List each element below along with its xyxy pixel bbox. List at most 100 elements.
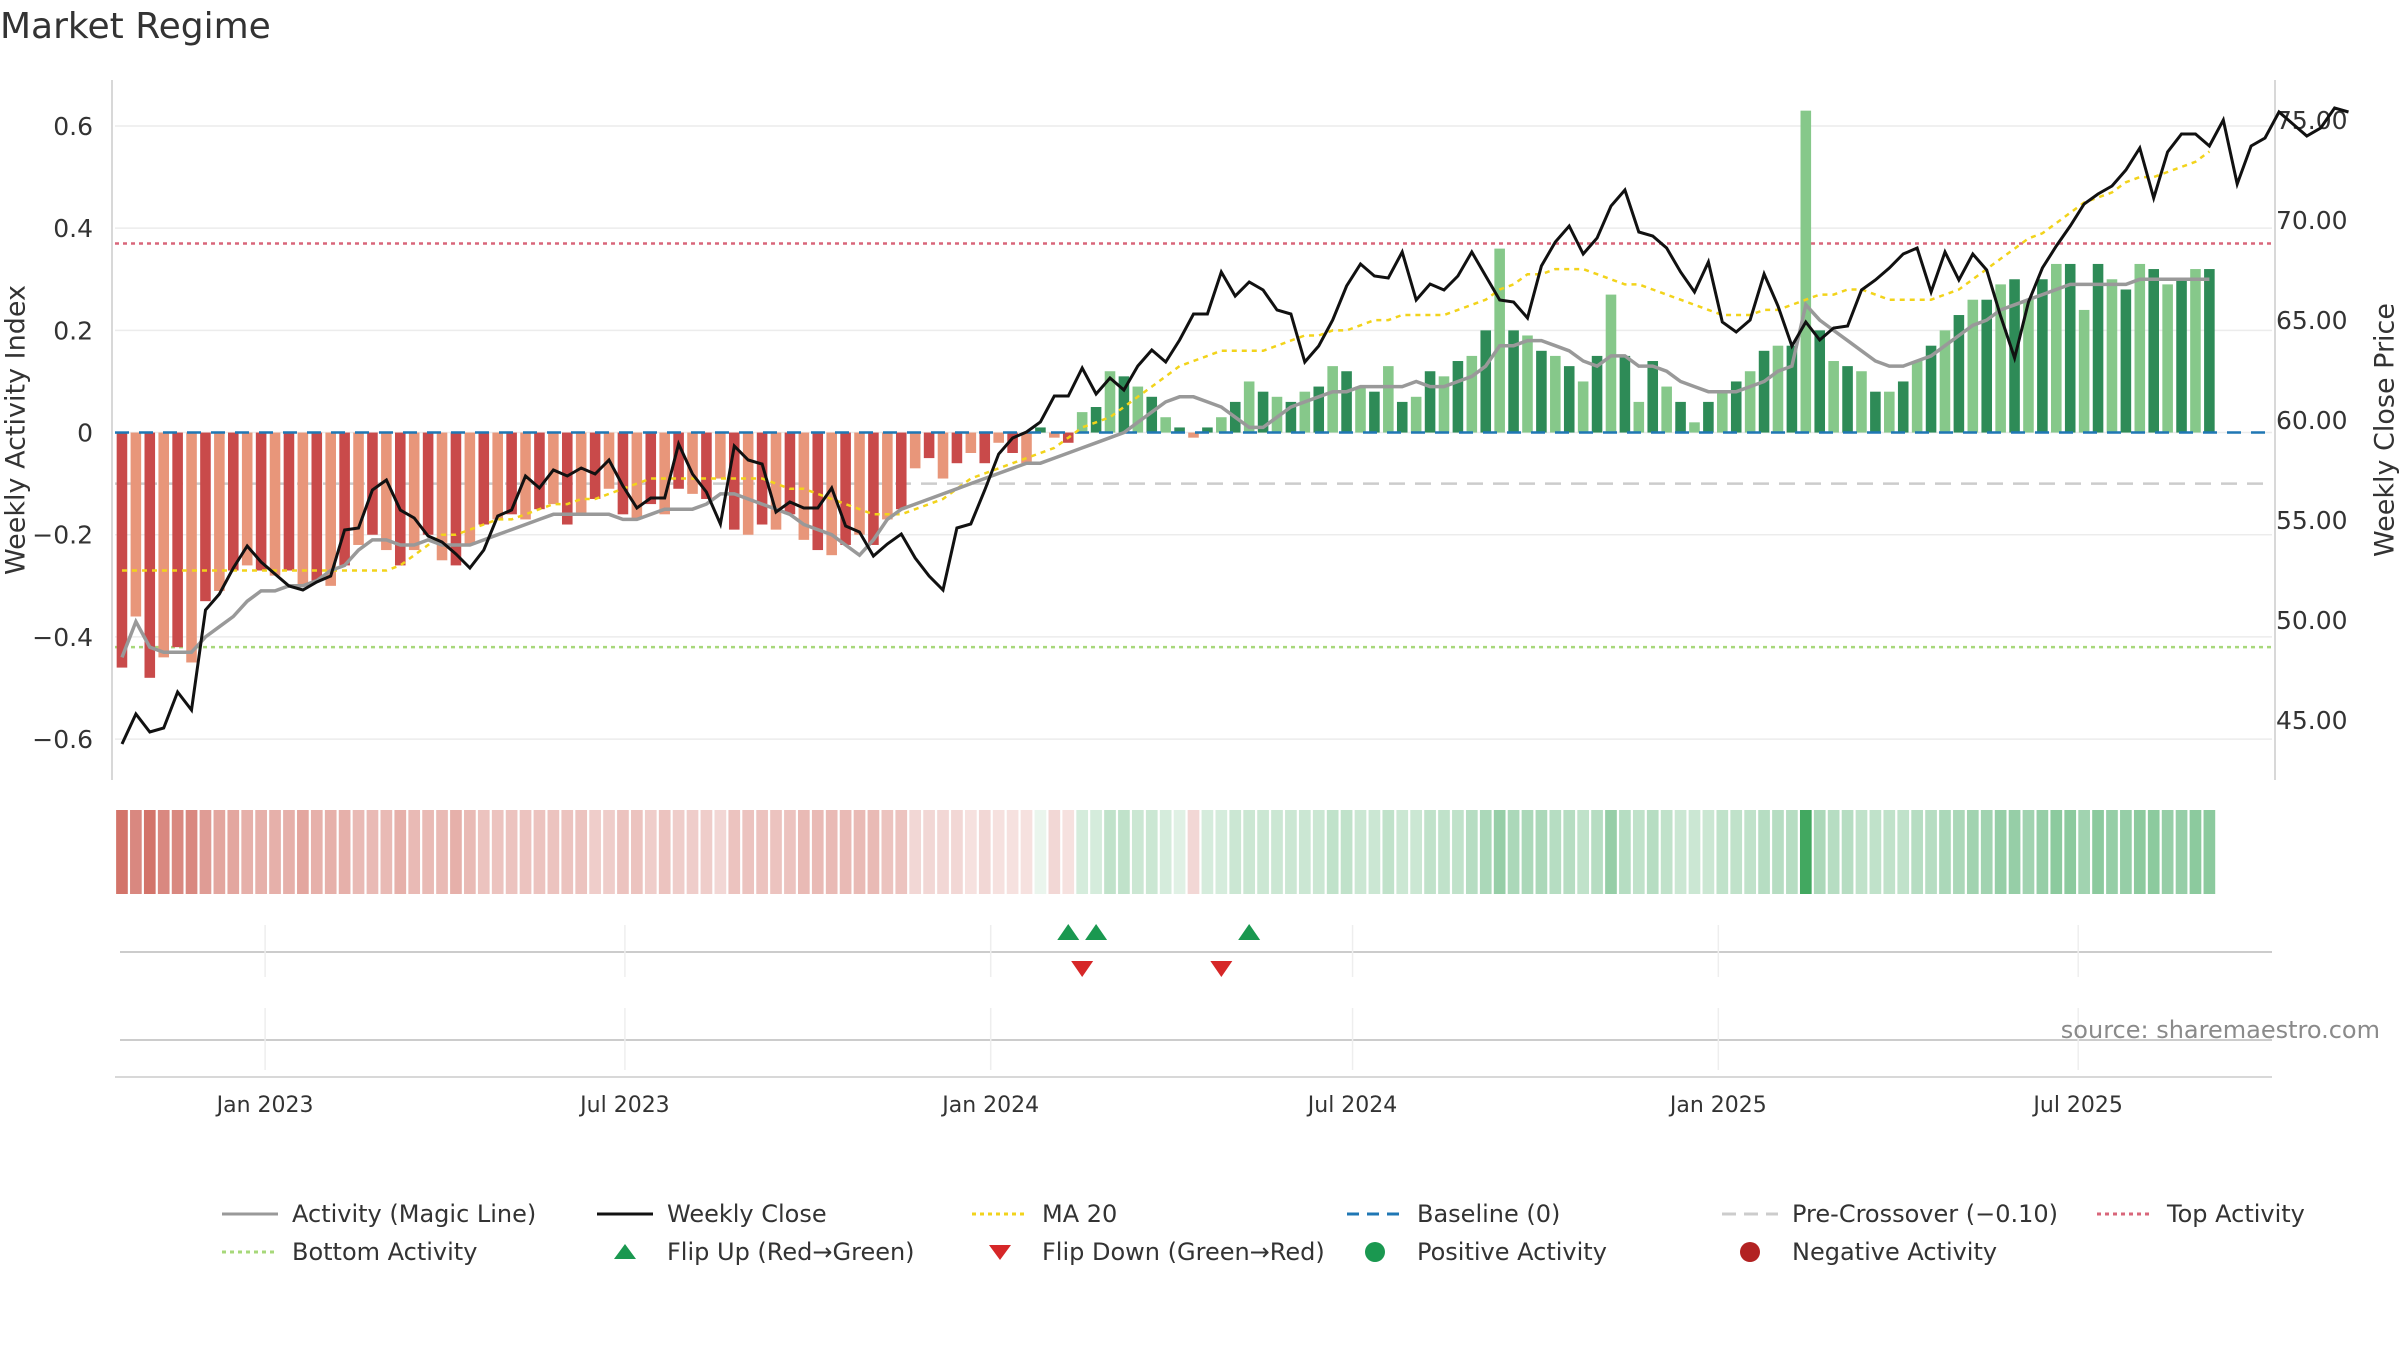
activity-bar — [1146, 396, 1158, 433]
regime-strip-cell — [1048, 810, 1061, 894]
regime-strip-cell — [631, 810, 643, 894]
regime-strip-cell — [1104, 810, 1116, 894]
activity-bar — [1243, 381, 1255, 433]
y-right-tick-label: 60.00 — [2276, 406, 2348, 435]
activity-bar — [1939, 330, 1951, 433]
activity-bar — [631, 432, 643, 520]
activity-bar — [1717, 391, 1728, 433]
regime-strip-cell — [380, 810, 393, 894]
activity-bar — [353, 432, 364, 545]
activity-bar — [1884, 391, 1895, 433]
regime-strip-cell — [491, 810, 504, 894]
regime-strip-cell — [1841, 810, 1854, 894]
regime-strip-cell — [213, 810, 226, 894]
y-left-tick-label: 0.6 — [53, 112, 93, 141]
flip-up-marker — [1238, 924, 1261, 940]
regime-strip-cell — [978, 810, 991, 894]
activity-bar — [534, 432, 545, 510]
regime-strip-cell — [269, 810, 281, 894]
regime-strip-cell — [1966, 810, 1979, 894]
activity-bar — [1647, 361, 1659, 433]
activity-bar — [2148, 269, 2160, 433]
activity-bar — [1438, 376, 1450, 433]
regime-strip-cell — [436, 810, 448, 894]
activity-bar — [200, 432, 211, 602]
regime-strip-cell — [1368, 810, 1381, 894]
regime-strip-cell — [366, 810, 379, 894]
activity-bar — [1981, 299, 1993, 433]
regime-strip-cell — [2092, 810, 2104, 894]
activity-bar — [381, 432, 392, 551]
regime-strip-cell — [742, 810, 755, 894]
activity-bar — [895, 432, 907, 510]
activity-bar — [1424, 371, 1436, 433]
regime-strip-cell — [2078, 810, 2090, 894]
regime-strip-cell — [1452, 810, 1464, 894]
regime-strip-cell — [1980, 810, 1993, 894]
regime-strip-cell — [1020, 810, 1033, 894]
activity-bar — [645, 432, 657, 505]
regime-strip-cell — [477, 810, 490, 894]
regime-strip-cell — [2064, 810, 2077, 894]
activity-bar — [1730, 381, 1742, 433]
activity-bar — [923, 432, 935, 459]
x-tick-label: Jul 2023 — [578, 1093, 670, 1118]
activity-bar — [701, 432, 712, 499]
activity-bar — [1174, 427, 1185, 433]
regime-strip-cell — [1786, 810, 1798, 894]
legend-item: Negative Activity — [1720, 1238, 1997, 1266]
legend-label: Baseline (0) — [1417, 1200, 1561, 1228]
activity-bar — [1383, 366, 1394, 433]
activity-bar — [1591, 355, 1603, 433]
regime-strip-cell — [1131, 810, 1144, 894]
legend-symbol — [1722, 1212, 1778, 1216]
y-right-tick-label: 70.00 — [2276, 206, 2348, 235]
regime-strip-cell — [700, 810, 713, 894]
activity-bar — [617, 432, 629, 515]
activity-bar — [979, 432, 991, 464]
legend-label: Weekly Close — [667, 1200, 827, 1228]
regime-strip-cell — [227, 810, 240, 894]
regime-strip-cell — [2161, 810, 2174, 894]
activity-bar — [1563, 366, 1575, 433]
legend-symbol — [222, 1212, 278, 1216]
legend-symbol — [614, 1244, 636, 1259]
activity-bar — [2051, 263, 2062, 433]
activity-bar — [1285, 401, 1297, 433]
regime-strip-cell — [881, 810, 894, 894]
activity-bar — [1104, 371, 1116, 433]
regime-strip-cell — [450, 810, 462, 894]
flip-down-marker — [1210, 961, 1233, 977]
flip-up-marker — [1085, 924, 1108, 940]
regime-strip-cell — [617, 810, 629, 894]
legend-item: MA 20 — [970, 1200, 1117, 1228]
activity-bar — [1132, 386, 1144, 433]
regime-strip-cell — [2189, 810, 2202, 894]
regime-strip-cell — [1271, 810, 1283, 894]
activity-bar — [1661, 386, 1672, 433]
regime-strip-cell — [1744, 810, 1756, 894]
regime-strip-cell — [1813, 810, 1826, 894]
activity-bar — [1494, 248, 1505, 433]
regime-strip-cell — [1090, 810, 1102, 894]
activity-bar — [1814, 330, 1826, 433]
magic-line — [120, 277, 2210, 659]
activity-bar — [394, 432, 406, 566]
legend-symbol — [989, 1245, 1011, 1260]
y-left-tick-label: −0.2 — [32, 521, 93, 550]
regime-strip-cell — [408, 810, 421, 894]
regime-strip-cell — [255, 810, 267, 894]
activity-bar — [311, 432, 323, 581]
legend-label: Bottom Activity — [292, 1238, 478, 1266]
x-tick-label: Jul 2024 — [1306, 1093, 1398, 1118]
regime-strip-cell — [1660, 810, 1673, 894]
legend-symbol — [972, 1212, 1028, 1216]
activity-bar — [1118, 376, 1130, 433]
activity-bar — [1995, 284, 2006, 433]
regime-strip-cell — [798, 810, 810, 894]
regime-strip-cell — [1424, 810, 1436, 894]
regime-strip-cell — [1396, 810, 1409, 894]
regime-strip-cell — [2120, 810, 2132, 894]
regime-strip-cell — [1410, 810, 1423, 894]
